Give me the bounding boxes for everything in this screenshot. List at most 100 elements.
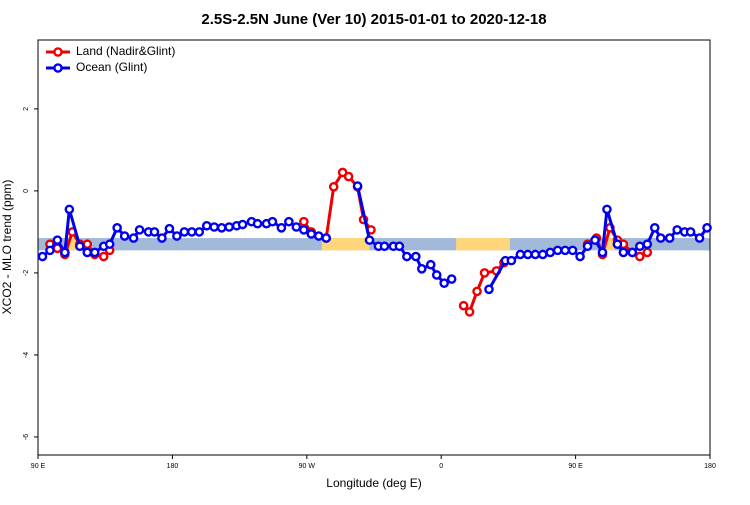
data-point [201,220,212,231]
data-point [60,247,70,258]
data-point [179,227,190,237]
x-tick-label: 90 E [31,463,46,470]
data-point [545,247,556,258]
data-point [446,274,457,284]
data-point [464,307,475,317]
chart-title: 2.5S-2.5N June (Ver 10) 2015-01-01 to 20… [201,11,546,28]
data-point [575,251,585,262]
data-point [75,241,85,252]
data-point [299,216,309,227]
data-point [164,223,175,234]
legend-marker [53,63,63,73]
data-point [291,222,302,232]
data-point [515,249,526,260]
data-point [560,245,570,256]
data-point [379,241,390,252]
data-point [112,223,122,233]
data-point [649,223,660,233]
data-point [642,247,653,258]
data-point [602,204,612,215]
data-point [664,233,675,243]
legend-label: Ocean (Glint) [76,60,147,74]
data-point [267,216,278,227]
data-point [537,249,548,260]
data-point [597,247,608,258]
data-point [618,247,629,258]
data-point [394,241,405,252]
data-point [306,229,317,239]
data-point [702,223,712,233]
x-tick-label: 180 [704,463,716,470]
data-point [567,245,578,256]
data-point [416,264,427,274]
data-point [484,284,494,295]
data-point [523,249,533,260]
data-point [411,251,421,262]
data-point [402,251,412,262]
land-band [69,238,80,251]
land-band [456,238,510,251]
data-point [194,227,205,237]
y-tick-label: 2 [23,107,30,111]
y-tick-label: -6 [23,434,30,440]
data-point [299,225,309,235]
data-point [642,239,653,250]
data-point [149,227,160,237]
data-point [89,247,100,258]
data-point [237,219,248,230]
x-tick-label: 90 E [568,463,583,470]
legend-marker [53,47,63,57]
data-point [172,231,182,241]
data-point [252,218,263,229]
data-point [530,249,541,260]
data-point [82,239,93,250]
y-axis-label: XCO2 - MLO trend (ppm) [0,180,14,315]
data-point [328,182,339,192]
data-point [216,223,227,233]
data-point [52,235,63,245]
data-point [352,181,363,191]
data-point [187,227,197,237]
data-point [224,222,234,232]
x-tick-label: 0 [439,463,443,470]
data-point [343,171,354,182]
data-point [313,231,324,241]
data-point [627,247,638,258]
data-point [104,239,115,250]
x-axis-label: Longitude (deg E) [326,476,421,490]
data-point [45,245,55,256]
data-point [655,233,666,243]
data-point [582,241,593,252]
data-point [590,235,600,245]
x-tick-label: 90 W [299,463,316,470]
land-band [605,238,615,251]
x-tick-label: 180 [167,463,179,470]
data-point [128,233,139,243]
data-point [209,222,220,232]
data-point [64,204,75,215]
data-point [552,245,563,256]
data-point [82,247,93,258]
data-point [321,233,332,243]
data-point [472,286,482,297]
y-tick-label: -2 [23,270,30,276]
y-tick-label: -4 [23,352,30,358]
data-point [119,231,130,241]
data-point [672,225,682,235]
data-point [157,233,167,243]
data-point [364,235,375,245]
data-point [276,223,287,233]
data-point [612,239,623,250]
data-point [685,227,696,237]
y-tick-label: 0 [23,189,30,193]
data-point [439,278,449,288]
data-point [37,251,48,262]
legend-label: Land (Nadir&Glint) [76,44,175,58]
data-point [458,300,469,311]
data-point [694,233,705,243]
plot-frame [37,39,711,456]
data-point [635,251,645,262]
data-point [479,268,490,278]
data-point [134,225,145,235]
